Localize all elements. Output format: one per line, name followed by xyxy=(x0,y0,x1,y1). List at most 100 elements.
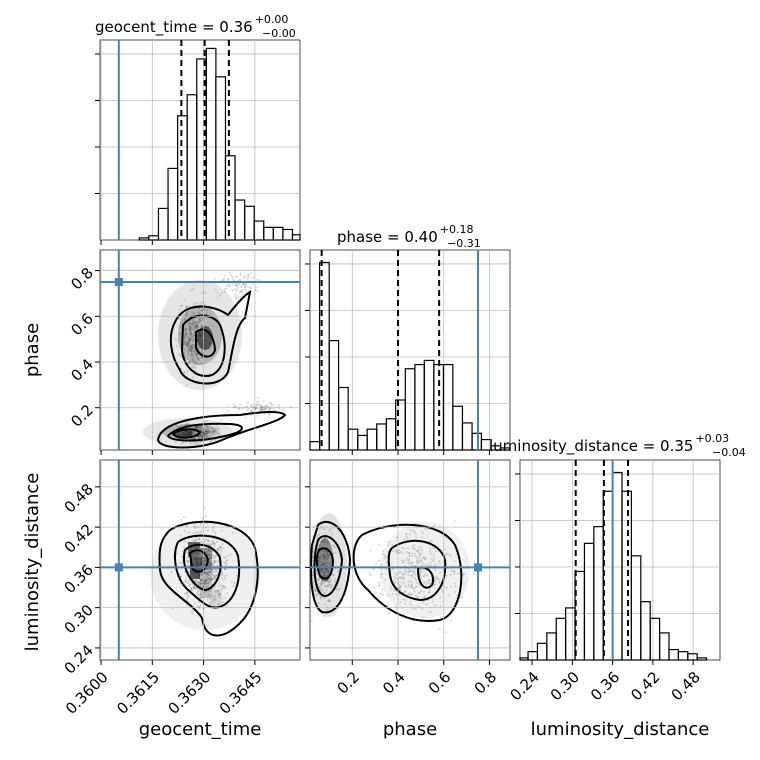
sample-point-2-0-0-636 xyxy=(200,578,203,581)
sample-point-2-1-0-18 xyxy=(315,564,318,566)
sample-point-1-0-1-192 xyxy=(197,435,200,438)
sample-point-1-0-0-269 xyxy=(191,323,194,326)
sample-point-2-0-0-240 xyxy=(213,556,216,559)
sample-point-2-1-0-85 xyxy=(318,557,321,560)
sample-point-1-0-1-262 xyxy=(200,436,203,439)
sample-point-2-1-1-207 xyxy=(409,603,412,606)
sample-point-2-0-0-81 xyxy=(218,557,221,560)
sample-point-2-1-1-148 xyxy=(407,580,410,583)
sample-point-2-0-0-301 xyxy=(205,555,208,557)
sample-point-1-0-1-36 xyxy=(190,430,192,433)
sample-point-2-1-0-329 xyxy=(315,559,318,562)
sample-point-2-1-0-162 xyxy=(314,589,317,592)
tick-label-x-0-3: 0.3645 xyxy=(216,668,266,718)
sample-point-2-0-0-488 xyxy=(212,529,214,532)
sample-point-2-0-0-459 xyxy=(207,549,210,552)
sample-point-2-1-1-353 xyxy=(440,617,443,619)
sample-point-2-0-0-353 xyxy=(203,570,206,573)
sample-point-1-0-1-118 xyxy=(213,429,216,432)
tick-label-x-1-3: 0.8 xyxy=(471,668,501,698)
sample-point-2-1-1-268 xyxy=(430,539,433,542)
sample-point-2-1-1-230 xyxy=(422,615,425,618)
sample-point-2-1-0-212 xyxy=(318,576,321,579)
sample-point-2-1-1-289 xyxy=(402,576,405,579)
sample-point-1-0-1-267 xyxy=(205,420,208,423)
sample-point-1-0-1-139 xyxy=(192,436,195,439)
sample-point-2-0-0-62 xyxy=(207,582,210,585)
sample-point-2-1-0-8 xyxy=(313,573,316,576)
sample-point-2-1-1-172 xyxy=(412,539,414,542)
sample-point-1-0-0-59 xyxy=(183,336,186,339)
sample-point-1-0-1-239 xyxy=(199,424,202,427)
histogram-bar-1-20 xyxy=(500,447,511,451)
title-geocent-time-sub: −0.00 xyxy=(262,27,296,40)
sample-point-2-0-0-46 xyxy=(210,564,213,567)
sample-point-2-1-1-4 xyxy=(408,552,410,555)
sample-point-1-0-0-216 xyxy=(200,346,203,349)
sample-point-2-0-0-61 xyxy=(216,571,219,574)
sample-point-2-1-0-7 xyxy=(320,560,323,563)
sample-point-2-1-0-267 xyxy=(318,545,321,548)
sample-point-1-0-1-255 xyxy=(197,435,200,438)
sample-point-2-0-0-413 xyxy=(191,582,194,585)
sample-point-2-0-0-168 xyxy=(221,543,224,546)
sample-point-2-1-0-64 xyxy=(327,600,330,603)
sample-point-2-1-1-126 xyxy=(411,545,414,548)
sample-point-2-0-0-587 xyxy=(208,561,211,564)
sample-point-2-0-0-601 xyxy=(203,540,206,543)
sample-point-2-1-1-20 xyxy=(379,592,382,595)
sample-point-2-1-1-342 xyxy=(453,560,456,563)
sample-point-2-1-1-149 xyxy=(424,585,427,588)
tick-label-y-1-2: 0.6 xyxy=(67,310,97,340)
sample-point-2-0-0-551 xyxy=(197,581,200,584)
sample-point-1-0-0-17 xyxy=(189,329,192,332)
sample-point-2-1-0-34 xyxy=(323,527,326,530)
sample-point-2-0-0-575 xyxy=(189,559,192,562)
sample-point-2-0-0-183 xyxy=(217,568,220,571)
sample-point-2-0-0-163 xyxy=(205,573,208,576)
sample-point-2-0-0-479 xyxy=(189,541,192,544)
sample-point-2-1-1-30 xyxy=(383,554,386,557)
sample-point-2-1-0-11 xyxy=(318,569,321,572)
sample-point-1-0-0-134 xyxy=(206,312,208,315)
sample-point-1-0-3-31 xyxy=(247,274,250,276)
sample-point-2-0-0-55 xyxy=(217,552,220,555)
sample-point-1-0-0-90 xyxy=(189,348,192,351)
sample-point-2-0-0-496 xyxy=(191,569,194,572)
sample-point-1-0-1-245 xyxy=(207,431,210,434)
sample-point-1-0-0-165 xyxy=(195,341,198,344)
sample-point-2-0-0-248 xyxy=(212,564,215,567)
sample-point-1-0-2-59 xyxy=(252,405,255,408)
sample-point-2-0-0-552 xyxy=(199,571,202,574)
sample-point-2-1-1-170 xyxy=(406,557,409,560)
sample-point-2-0-0-422 xyxy=(214,543,217,546)
sample-point-2-1-0-292 xyxy=(318,557,321,559)
sample-point-1-0-2-8 xyxy=(256,401,259,404)
sample-point-2-1-1-318 xyxy=(411,583,413,586)
sample-point-1-0-0-138 xyxy=(192,349,195,351)
sample-point-1-0-2-70 xyxy=(249,404,252,407)
sample-point-1-0-0-315 xyxy=(188,326,191,329)
sample-point-1-0-2-86 xyxy=(278,404,281,407)
sample-point-2-1-1-333 xyxy=(412,572,415,575)
sample-point-2-1-1-32 xyxy=(434,604,437,607)
sample-point-2-1-0-192 xyxy=(316,569,318,572)
sample-point-2-1-1-98 xyxy=(420,571,423,573)
sample-point-2-1-1-242 xyxy=(391,543,394,546)
sample-point-1-0-3-17 xyxy=(219,294,221,297)
sample-point-2-1-0-1 xyxy=(327,576,330,579)
sample-point-2-0-0-424 xyxy=(200,582,202,585)
sample-point-2-1-1-300 xyxy=(414,608,417,610)
sample-point-1-0-2-52 xyxy=(252,403,255,406)
sample-point-1-0-1-59 xyxy=(190,429,192,432)
sample-point-2-1-1-347 xyxy=(413,597,415,600)
sample-point-2-1-0-80 xyxy=(318,561,321,564)
sample-point-2-0-0-452 xyxy=(200,549,203,552)
sample-point-2-1-1-198 xyxy=(397,587,400,590)
sample-point-2-0-0-498 xyxy=(205,588,208,591)
sample-point-1-0-0-290 xyxy=(188,339,191,342)
sample-point-2-0-0-17 xyxy=(204,560,207,563)
sample-point-1-0-1-234 xyxy=(210,439,213,442)
sample-point-1-0-0-51 xyxy=(190,362,193,365)
sample-point-1-0-0-206 xyxy=(201,349,203,352)
